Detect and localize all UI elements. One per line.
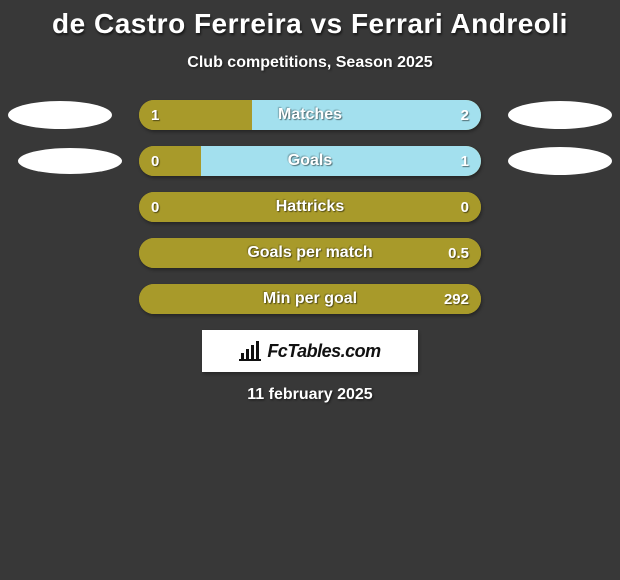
stat-row: 292Min per goal [0, 284, 620, 314]
stat-row: 00Hattricks [0, 192, 620, 222]
avatar-left [18, 148, 122, 174]
date-label: 11 february 2025 [0, 386, 620, 404]
stat-bar: 12Matches [139, 100, 481, 130]
stat-row: 0.5Goals per match [0, 238, 620, 268]
stat-value-right: 2 [461, 100, 469, 130]
stat-value-right: 0.5 [448, 238, 469, 268]
avatar-right [508, 101, 612, 129]
stats-block: 12Matches01Goals00Hattricks0.5Goals per … [0, 100, 620, 314]
stat-row: 01Goals [0, 146, 620, 176]
stat-bar-left-fill [139, 146, 201, 176]
stat-bar: 00Hattricks [139, 192, 481, 222]
branding-label: FcTables.com [267, 341, 380, 362]
stat-value-right: 292 [444, 284, 469, 314]
avatar-left [8, 101, 112, 129]
stat-value-right: 0 [461, 192, 469, 222]
page-title: de Castro Ferreira vs Ferrari Andreoli [0, 8, 620, 40]
stat-bar-left-fill [139, 284, 481, 314]
avatar-right [508, 147, 612, 175]
stat-row: 12Matches [0, 100, 620, 130]
stat-bar-right-fill [252, 100, 481, 130]
stat-bar: 01Goals [139, 146, 481, 176]
subtitle: Club competitions, Season 2025 [0, 54, 620, 72]
branding-badge: FcTables.com [202, 330, 418, 372]
stat-bar: 292Min per goal [139, 284, 481, 314]
stat-value-left: 1 [151, 100, 159, 130]
bar-chart-icon [239, 341, 261, 361]
stat-value-right: 1 [461, 146, 469, 176]
stat-bar: 0.5Goals per match [139, 238, 481, 268]
stat-value-left: 0 [151, 192, 159, 222]
comparison-card: de Castro Ferreira vs Ferrari Andreoli C… [0, 0, 620, 404]
stat-bar-left-fill [139, 238, 481, 268]
stat-bar-right-fill [201, 146, 481, 176]
stat-value-left: 0 [151, 146, 159, 176]
stat-bar-left-fill [139, 192, 481, 222]
